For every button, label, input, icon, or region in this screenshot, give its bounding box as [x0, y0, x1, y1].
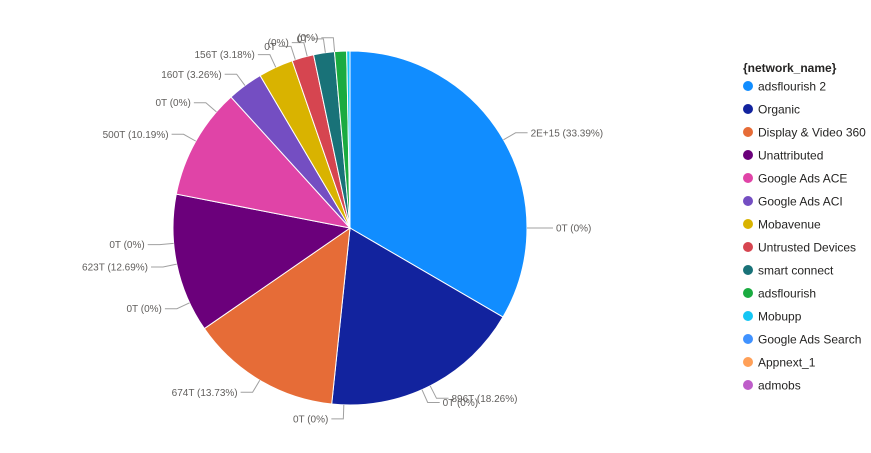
zero-data-label-7: (0%): [268, 38, 289, 49]
legend-marker: [743, 242, 753, 252]
data-label-adsflourish-2-leader: [503, 132, 528, 141]
data-label-organic-leader: [429, 385, 449, 399]
legend-marker: [743, 173, 753, 183]
data-label-google-ads-aci-leader: [224, 73, 246, 86]
legend-label: admobs: [758, 379, 801, 393]
data-label-unattributed: 623T (12.69%): [82, 263, 148, 274]
legend-marker: [743, 81, 753, 91]
zero-data-label-1-leader: [421, 389, 440, 403]
legend-label: Display & Video 360: [758, 126, 866, 140]
legend-item-google-ads-search[interactable]: Google Ads Search: [743, 333, 861, 347]
legend-item-smart-connect[interactable]: smart connect: [743, 264, 834, 278]
legend-item-unattributed[interactable]: Unattributed: [743, 149, 823, 163]
slice-mobupp[interactable]: [346, 50, 351, 229]
zero-data-label-6: 0T: [264, 42, 276, 53]
legend-marker: [743, 265, 753, 275]
data-label-google-ads-aci: 160T (3.26%): [161, 70, 221, 81]
zero-data-label-6-leader: [278, 45, 296, 60]
data-label-display-video-360: 674T (13.73%): [172, 388, 238, 399]
legend-label: Unattributed: [758, 149, 823, 163]
legend-marker: [743, 127, 753, 137]
legend-label: smart connect: [758, 264, 834, 278]
zero-data-label-0: 0T (0%): [556, 224, 591, 235]
legend-marker: [743, 311, 753, 321]
legend-label: Google Ads Search: [758, 333, 861, 347]
data-label-google-ads-ace: 500T (10.19%): [103, 130, 169, 141]
zero-data-label-8: 0T: [297, 34, 309, 45]
zero-data-label-7-leader: [291, 42, 308, 57]
legend-item-untrusted-devices[interactable]: Untrusted Devices: [743, 241, 856, 255]
pie-slices: [172, 50, 528, 406]
zero-data-label-4-leader: [147, 242, 174, 246]
slice-organic[interactable]: [331, 227, 504, 406]
legend-item-google-ads-ace[interactable]: Google Ads ACE: [743, 172, 847, 186]
legend-marker: [743, 380, 753, 390]
legend-marker: [743, 150, 753, 160]
legend-item-admobs[interactable]: admobs: [743, 379, 801, 393]
zero-data-label-9-leader: [321, 37, 336, 52]
zero-data-label-1: 0T (0%): [443, 398, 478, 409]
legend-label: Untrusted Devices: [758, 241, 856, 255]
legend-item-adsflourish-2[interactable]: adsflourish 2: [743, 80, 826, 94]
zero-data-label-3-leader: [164, 302, 190, 310]
zero-data-label-2-leader: [331, 404, 345, 420]
legend-label: Organic: [758, 103, 800, 117]
legend-marker: [743, 334, 753, 344]
legend-label: Appnext_1: [758, 356, 816, 370]
slice-google-ads-ace[interactable]: [175, 96, 352, 229]
legend-label: Google Ads ACI: [758, 195, 843, 209]
legend-label: adsflourish 2: [758, 80, 826, 94]
legend-item-organic[interactable]: Organic: [743, 103, 800, 117]
data-label-organic: 896T (18.26%): [451, 394, 517, 405]
legend: {network_name} adsflourish 2 Organic Displa…: [743, 61, 866, 393]
legend-label: Mobupp: [758, 310, 802, 324]
legend-label: Google Ads ACE: [758, 172, 847, 186]
zero-data-label-3: 0T (0%): [127, 304, 162, 315]
data-label-google-ads-ace-leader: [171, 133, 197, 142]
legend-title: {network_name}: [743, 61, 837, 75]
slice-adsflourish-2[interactable]: [349, 50, 528, 318]
legend-item-mobupp[interactable]: Mobupp: [743, 310, 802, 324]
legend-label: Mobavenue: [758, 218, 821, 232]
zero-data-label-8-leader: [311, 38, 326, 53]
legend-marker: [743, 357, 753, 367]
data-label-mobavenue-leader: [257, 54, 277, 68]
legend-item-adsflourish[interactable]: adsflourish: [743, 287, 816, 301]
legend-item-appnext-1[interactable]: Appnext_1: [743, 356, 816, 370]
legend-label: adsflourish: [758, 287, 816, 301]
legend-marker: [743, 196, 753, 206]
data-label-adsflourish-2: 2E+15 (33.39%): [531, 128, 604, 139]
zero-data-label-9: (0%): [297, 33, 318, 44]
data-label-display-video-360-leader: [240, 380, 261, 393]
legend-item-mobavenue[interactable]: Mobavenue: [743, 218, 821, 232]
legend-marker: [743, 104, 753, 114]
data-label-mobavenue: 156T (3.18%): [194, 50, 254, 61]
zero-data-label-2: 0T (0%): [293, 414, 328, 425]
zero-data-label-5-leader: [193, 102, 217, 113]
legend-marker: [743, 219, 753, 229]
slice-unattributed[interactable]: [172, 193, 352, 330]
legend-item-display-video-360[interactable]: Display & Video 360: [743, 126, 866, 140]
pie-data-labels: 2E+15 (33.39%) 896T (18.26%) 674T (13.73%)…: [82, 33, 603, 425]
data-label-unattributed-leader: [151, 263, 177, 268]
legend-item-google-ads-aci[interactable]: Google Ads ACI: [743, 195, 843, 209]
zero-data-label-4: 0T (0%): [109, 240, 144, 251]
legend-marker: [743, 288, 753, 298]
zero-data-label-5: 0T (0%): [155, 98, 190, 109]
